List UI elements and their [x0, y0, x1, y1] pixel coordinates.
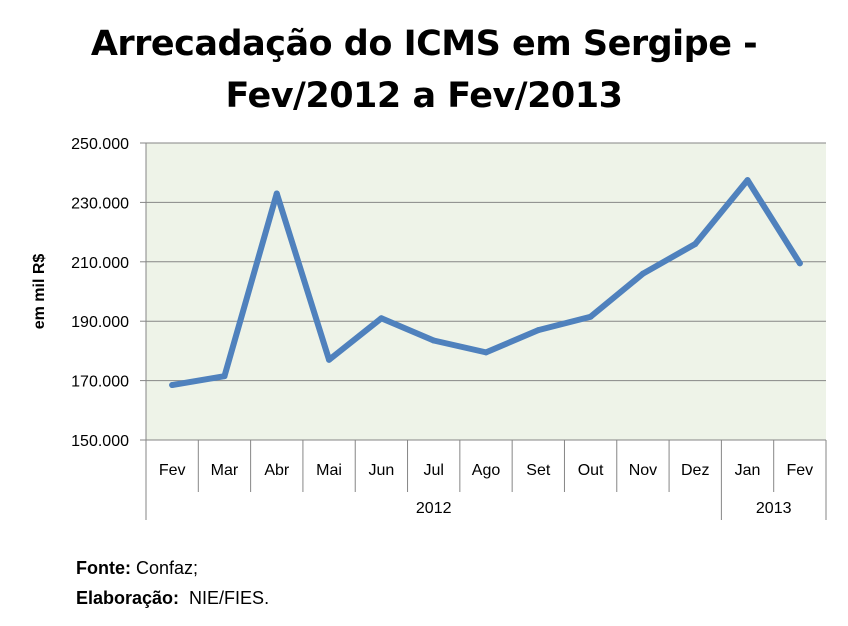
series-group — [169, 177, 803, 389]
source-label: Fonte: — [76, 558, 131, 578]
year-label: 2012 — [416, 500, 452, 517]
y-tick-label: 170.000 — [71, 374, 129, 391]
footer: Fonte: Confaz; Elaboração: NIE/FIES. — [76, 553, 269, 613]
chart-title-line-1: Arrecadação do ICMS em Sergipe - — [90, 24, 758, 64]
x-tick-label: Jan — [735, 462, 761, 479]
source-line: Fonte: Confaz; — [76, 553, 269, 583]
x-tick-label: Jul — [423, 462, 443, 479]
x-axis-categories: Fev Mar Abr Mai Jun Jul Ago Set Out Nov Dez Jan Fev 2… — [145, 440, 827, 520]
data-point — [796, 260, 803, 267]
chart-title: Arrecadação do ICMS em Sergipe - Fev/201… — [0, 18, 848, 122]
x-tick-label: Abr — [264, 462, 290, 479]
data-point — [587, 313, 594, 320]
y-tick-label: 250.000 — [71, 136, 129, 153]
data-point — [430, 337, 437, 344]
data-point — [639, 270, 646, 277]
data-point — [378, 315, 385, 322]
credit-line: Elaboração: NIE/FIES. — [76, 583, 269, 613]
x-tick-label: Dez — [681, 462, 709, 479]
x-tick-label: Nov — [629, 462, 657, 479]
y-tick-label: 190.000 — [71, 314, 129, 331]
data-point — [535, 327, 542, 334]
x-tick-label: Jun — [368, 462, 394, 479]
x-tick-label: Out — [578, 462, 604, 479]
y-axis-label: em mil R$ — [31, 254, 48, 330]
data-point — [744, 177, 751, 184]
plot-area — [146, 143, 826, 440]
data-point — [169, 382, 176, 389]
x-tick-label: Mar — [211, 462, 239, 479]
x-tick-label: Set — [526, 462, 551, 479]
y-axis-ticks: 150.000 170.000 190.000 210.000 230.000 250.0… — [71, 136, 146, 450]
x-tick-label: Fev — [159, 462, 186, 479]
credit-value: NIE/FIES. — [179, 588, 270, 608]
data-point — [483, 349, 489, 356]
data-point — [273, 190, 280, 197]
y-tick-label: 150.000 — [71, 433, 129, 450]
data-point — [221, 373, 228, 380]
y-tick-label: 230.000 — [71, 195, 129, 212]
source-value: Confaz; — [130, 558, 199, 578]
credit-label: Elaboração: — [76, 588, 180, 608]
chart-title-line-2: Fev/2012 a Fev/2013 — [225, 76, 623, 116]
x-tick-label: Ago — [472, 462, 501, 479]
x-tick-label: Mai — [316, 462, 342, 479]
year-label: 2013 — [756, 500, 792, 517]
y-tick-label: 210.000 — [71, 255, 129, 272]
axes — [145, 143, 826, 492]
data-point — [326, 356, 333, 363]
data-point — [692, 240, 699, 247]
x-tick-label: Fev — [787, 462, 814, 479]
